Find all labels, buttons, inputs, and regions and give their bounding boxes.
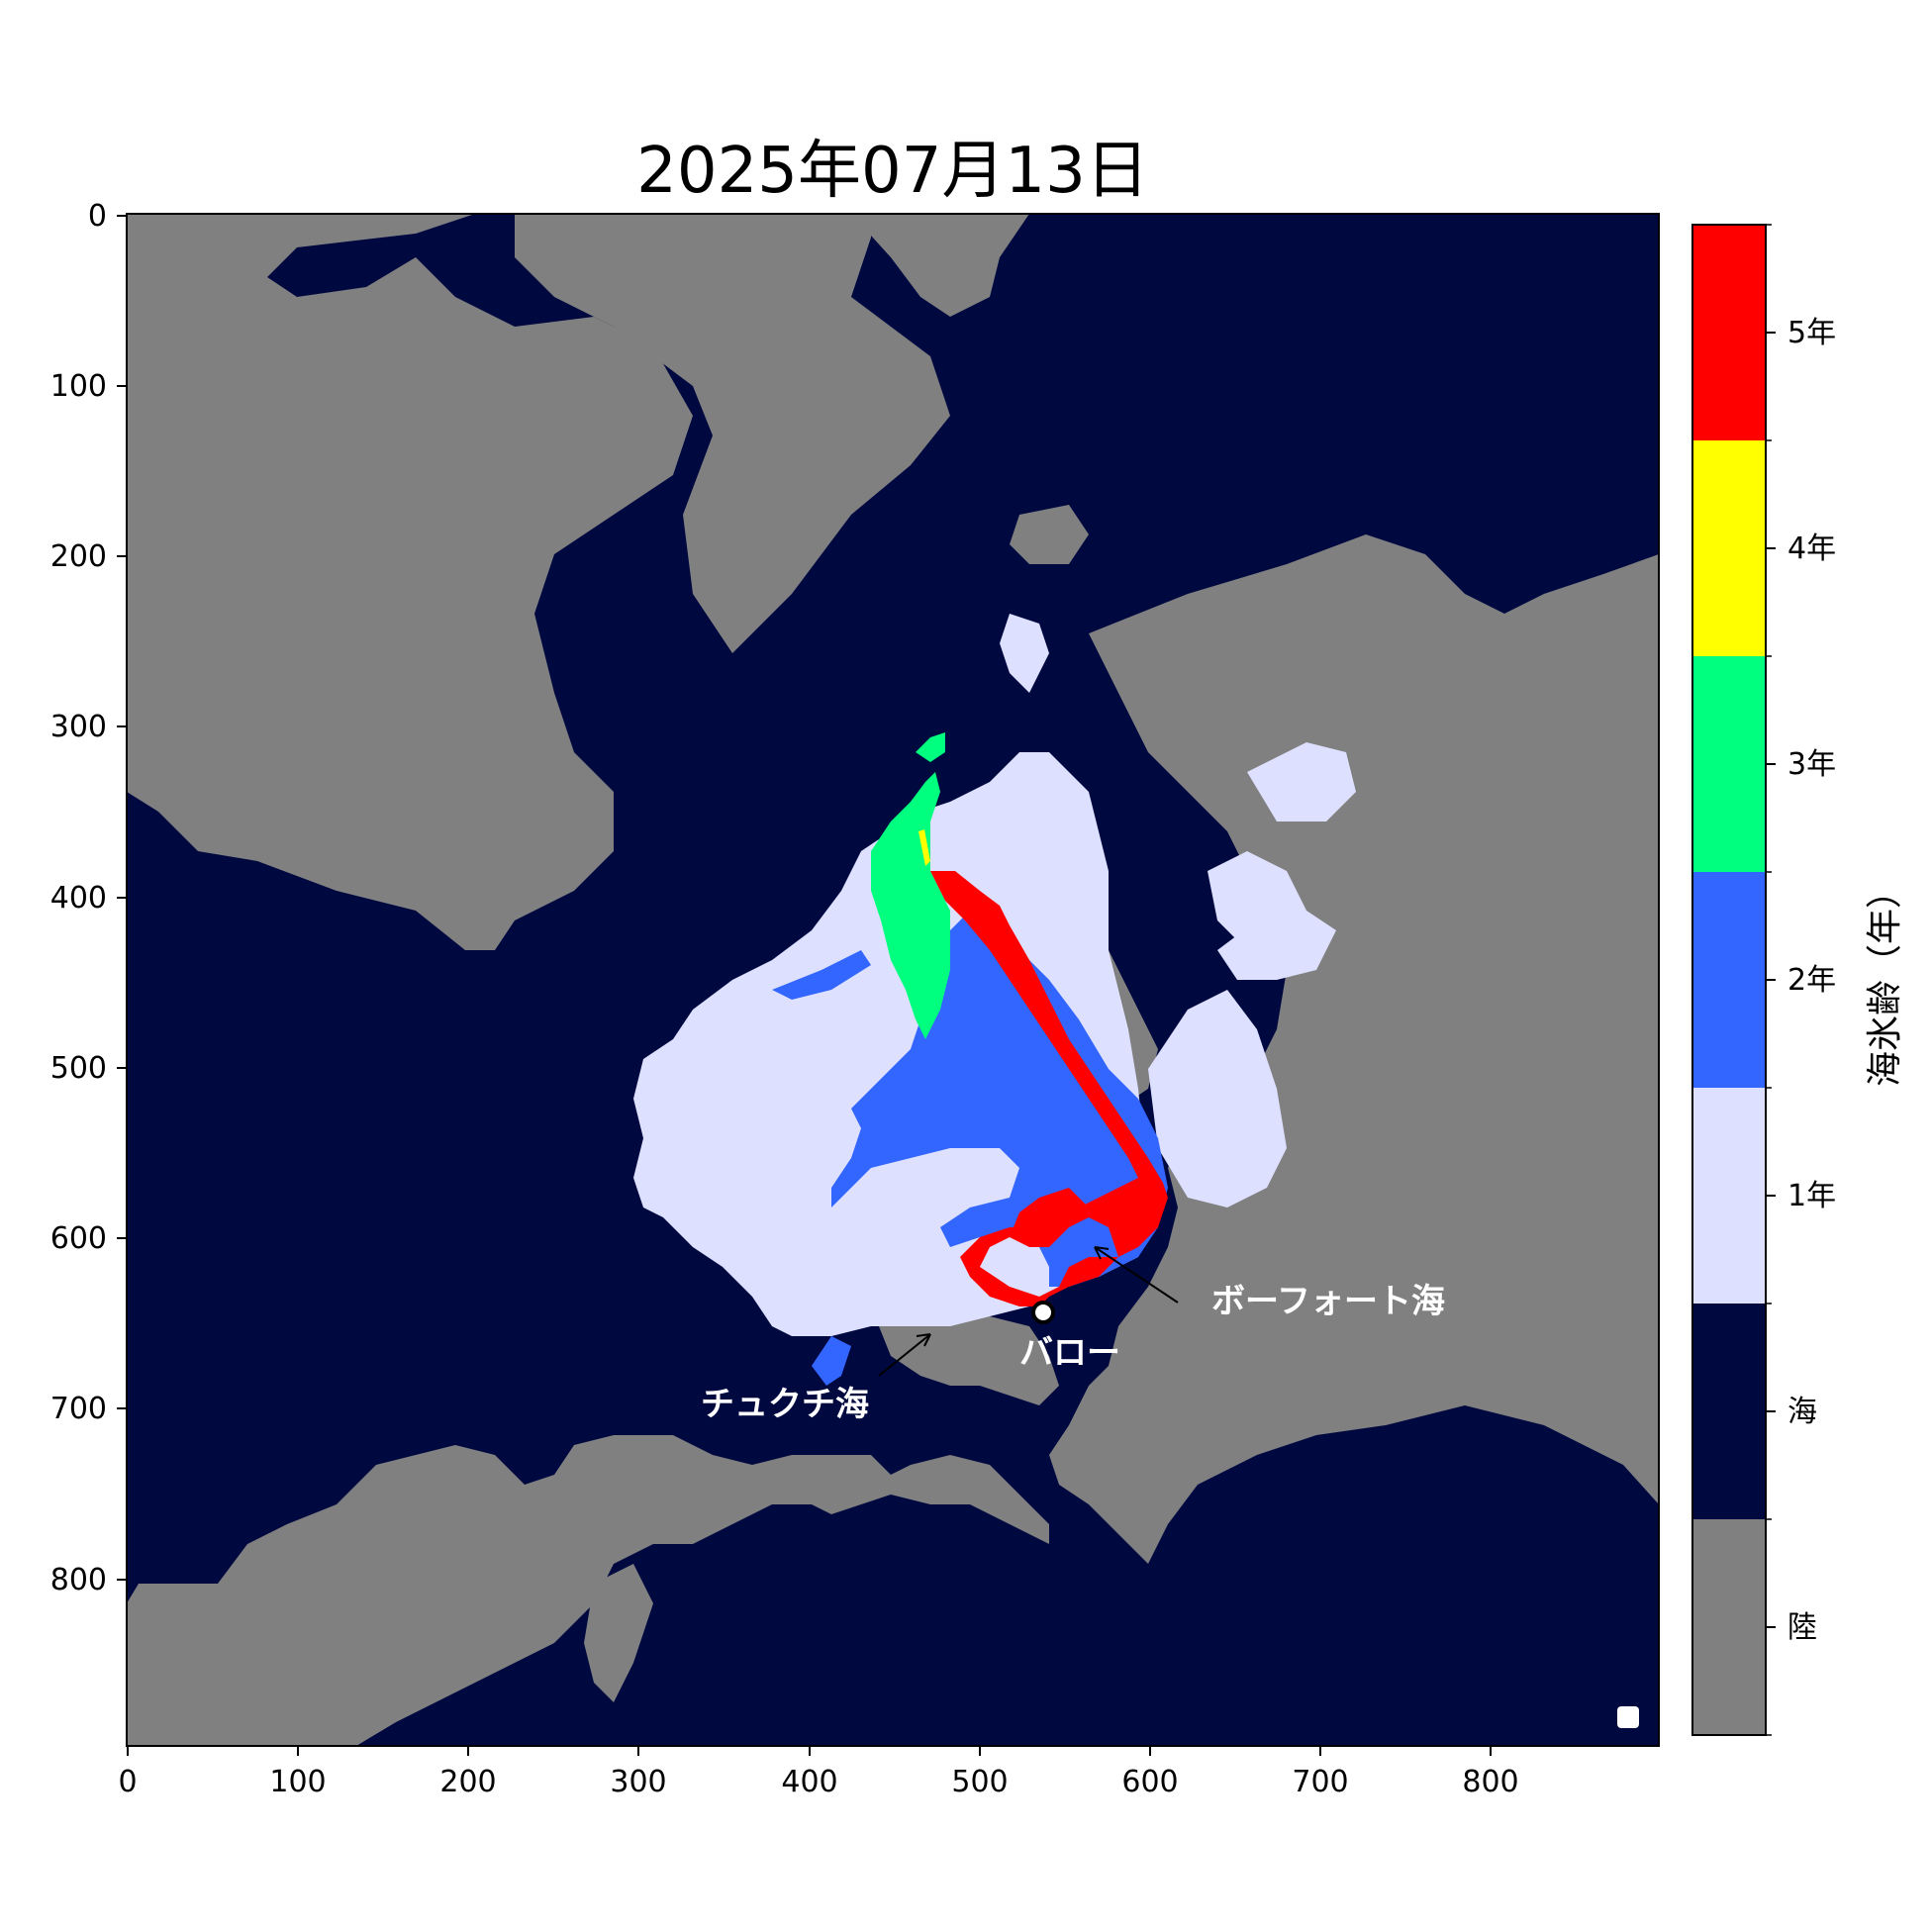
ice-fourth-year [918,829,930,866]
y-tick-label: 0 [88,199,107,234]
arrow-chukchi-head [916,1333,931,1347]
x-tick-label: 200 [439,1765,496,1799]
land-iceland [1010,505,1089,564]
colorbar-label-1yr: 1年 [1787,1179,1836,1213]
land-alaska-north [871,1306,1059,1405]
land-south-peninsula [584,1564,653,1702]
colorbar-label-2yr: 2年 [1787,963,1836,998]
barrow-marker [1031,1301,1055,1324]
y-tick-label: 200 [50,539,107,574]
colorbar-swatch-3yr [1692,656,1766,872]
colorbar-label-sea: 海 [1787,1395,1817,1429]
x-tick-label: 800 [1462,1765,1518,1799]
x-tick-label: 0 [118,1765,137,1799]
colorbar-swatch-sea [1692,1304,1766,1519]
x-tick-label: 100 [269,1765,326,1799]
y-tick-label: 500 [50,1051,107,1086]
y-tick-label: 400 [50,881,107,916]
land-north-center [515,214,950,653]
annotation-barrow: バロー [1019,1333,1120,1373]
colorbar-swatch-4yr [1692,440,1766,656]
land-northeast-large [1049,534,1659,1564]
y-tick-label: 800 [50,1563,107,1597]
land-greenland [851,214,1029,317]
annotation-beaufort-sea: ボーフォート海 [1211,1282,1445,1321]
y-tick-label: 300 [50,710,107,744]
ice-second-year [772,911,1168,1386]
y-tick-label: 600 [50,1221,107,1256]
land-northwest [127,214,693,950]
y-tick-label: 700 [50,1392,107,1426]
annotation-arrows [878,1246,1179,1377]
x-tick-label: 500 [951,1765,1008,1799]
colorbar-swatch-land [1692,1519,1766,1735]
colorbar-label-3yr: 3年 [1787,747,1836,782]
x-tick-label: 600 [1121,1765,1178,1799]
map-title: 2025年07月13日 [636,135,1149,208]
colorbar-label-land: 陸 [1787,1610,1817,1645]
colorbar: 5年 4年 3年 2年 1年 海 陸 海氷齢（年） [1691,224,1905,1736]
colorbar-swatch-5yr [1692,225,1766,440]
arrow-chukchi [878,1333,931,1377]
ice-fifth-year [930,871,1168,1306]
colorbar-swatch-1yr [1692,1088,1766,1304]
x-tick-label: 700 [1292,1765,1348,1799]
x-axis: 0 100 200 300 400 500 600 700 800 [118,1746,1519,1799]
arrow-beaufort [1094,1246,1179,1304]
land-southwest [127,1435,1049,1746]
x-tick-label: 400 [781,1765,837,1799]
ice-third-year [871,732,950,1039]
map-frame [126,213,1660,1747]
corner-marker [1617,1706,1639,1728]
arrow-beaufort-head [1094,1246,1110,1260]
annotation-chukchi-sea: チュクチ海 [701,1385,869,1424]
colorbar-title: 海氷齢（年） [1865,873,1905,1087]
map-area: ボーフォート海 バロー チュクチ海 [127,214,1659,1746]
colorbar-label-4yr: 4年 [1787,531,1836,566]
colorbar-label-5yr: 5年 [1787,316,1836,350]
y-tick-label: 100 [50,369,107,404]
x-tick-label: 300 [610,1765,666,1799]
y-axis: 0 100 200 300 400 500 600 700 800 [50,199,127,1597]
colorbar-swatch-2yr [1692,872,1766,1088]
